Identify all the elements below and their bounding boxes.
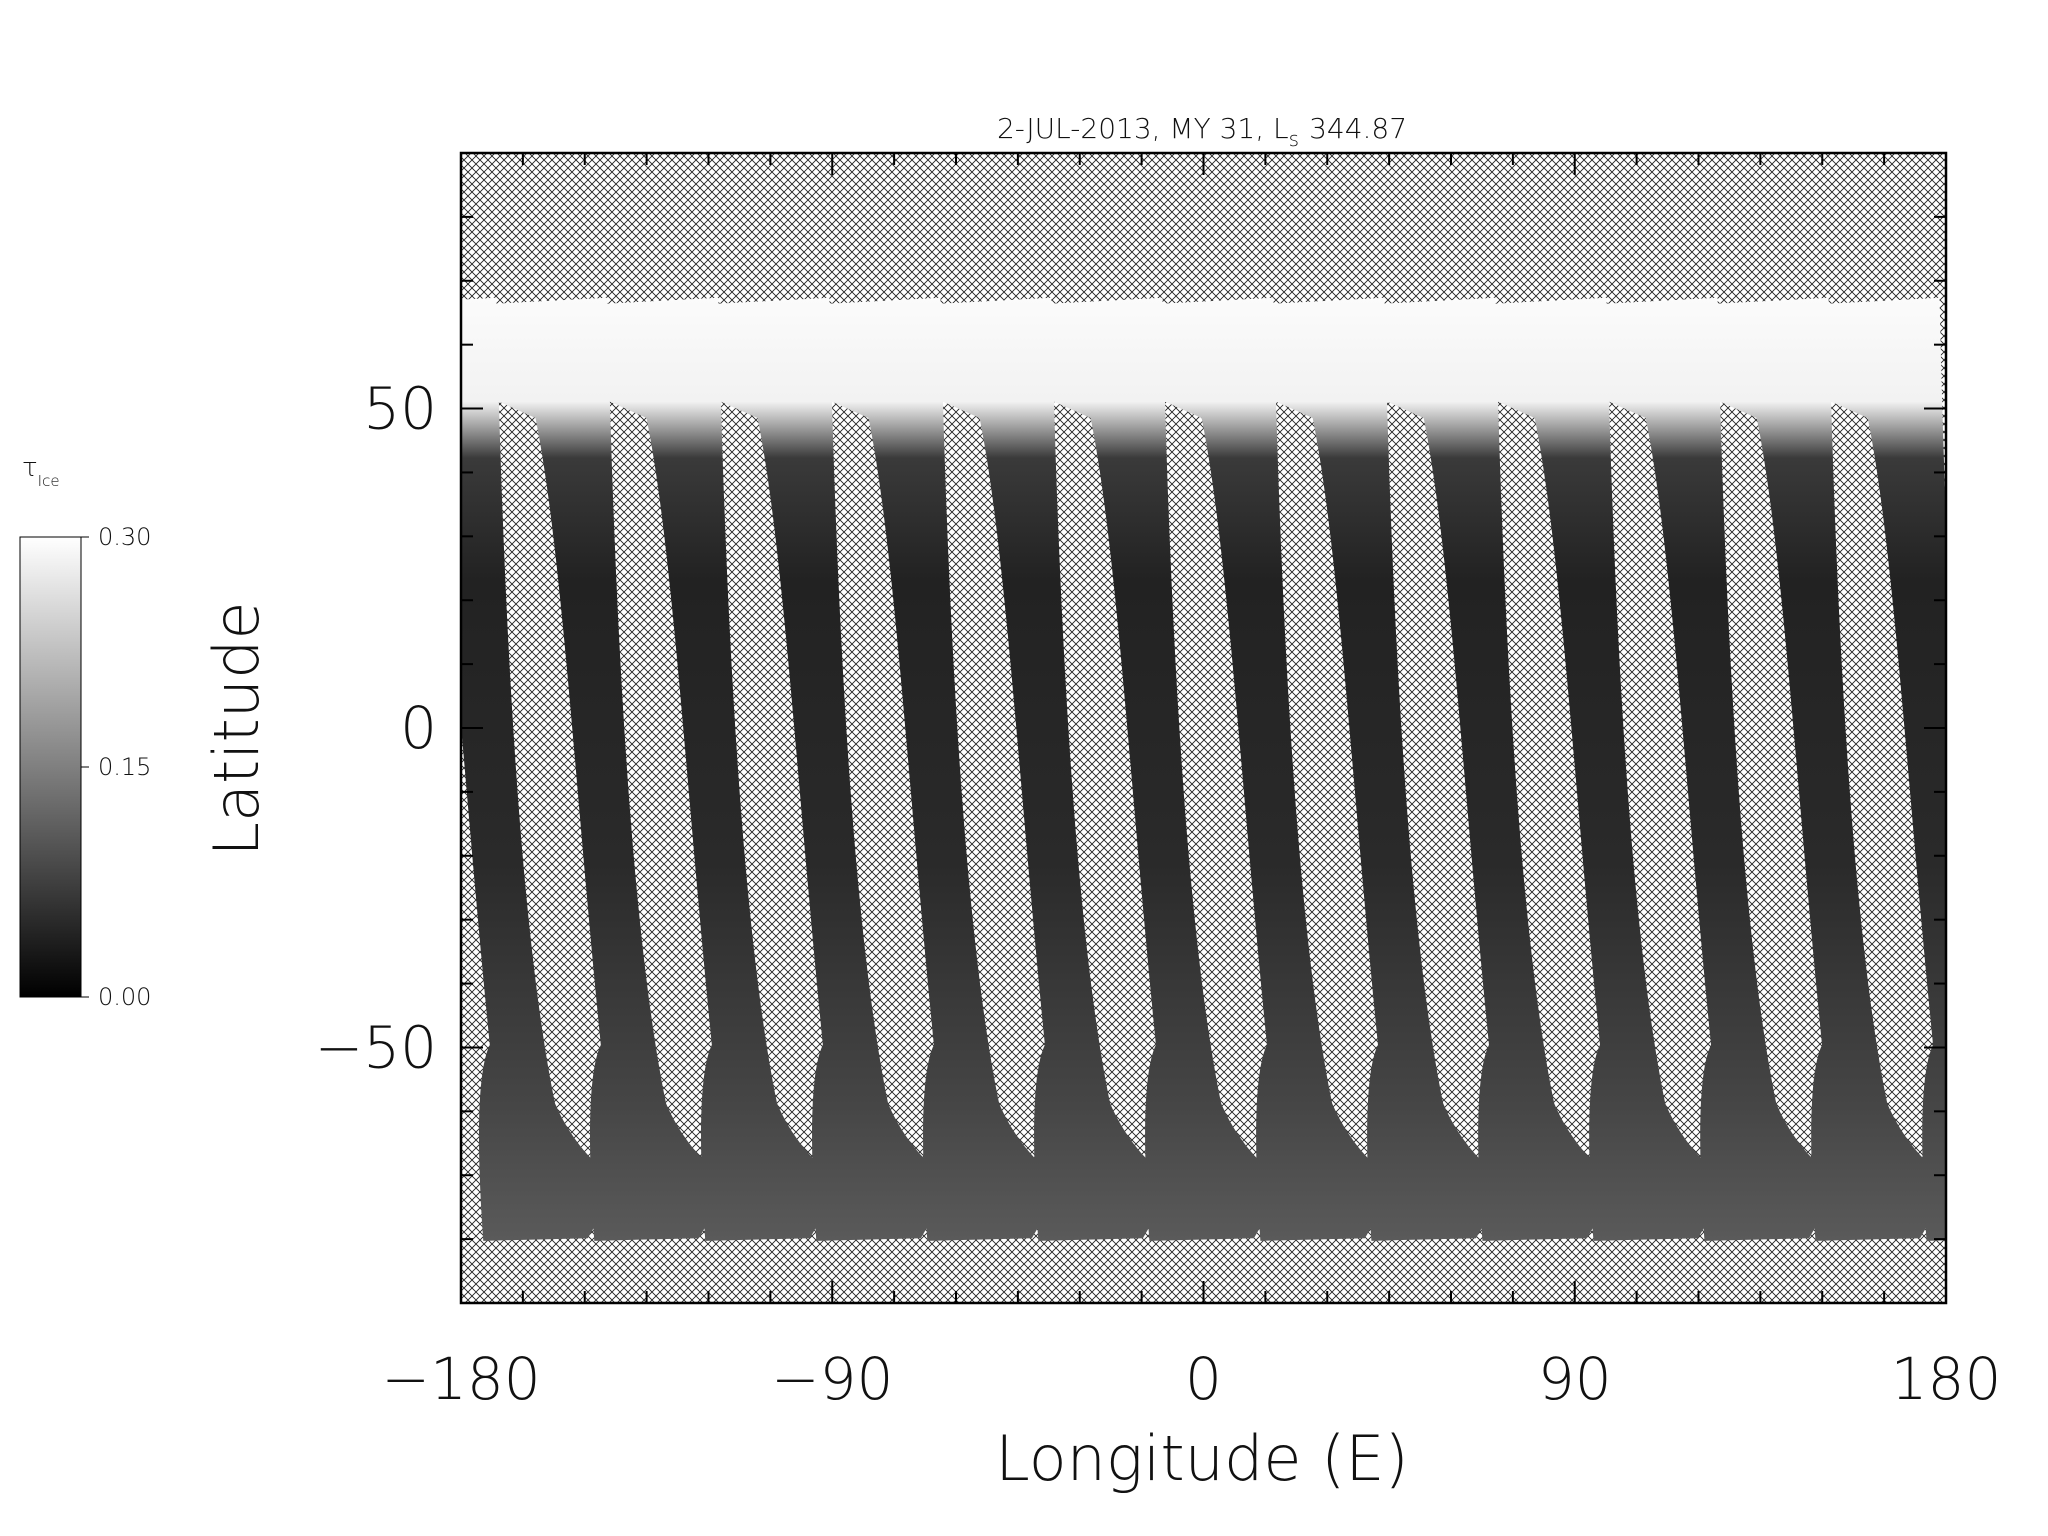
swath [1697, 297, 1947, 1241]
swaths [461, 297, 1947, 1241]
y-tick-label: 0 [400, 694, 437, 762]
swath [1142, 297, 1398, 1241]
y-axis-label: Latitude [200, 601, 273, 856]
colorbar-tick-label: 0.15 [98, 753, 151, 781]
swath [587, 297, 843, 1241]
axes: −180 −90 0 90 180 −50 0 50 [315, 153, 2002, 1413]
swath [461, 297, 621, 1241]
swath [476, 297, 732, 1241]
x-tick-label: 0 [1185, 1345, 1222, 1413]
colorbar-ticks: 0.00 0.15 0.30 [81, 523, 151, 1011]
y-tick-label: −50 [315, 1013, 437, 1081]
swath [1031, 297, 1287, 1241]
swath [1475, 297, 1731, 1241]
x-tick-label: −180 [381, 1345, 540, 1413]
x-tick-label: −90 [771, 1345, 893, 1413]
chart-title: 2-JUL-2013, MY 31, Ls 344.87 [997, 112, 1407, 151]
x-tick-label: 180 [1891, 1345, 2002, 1413]
colorbar-tick-label: 0.30 [98, 523, 151, 551]
colorbar-tick-label: 0.00 [98, 983, 151, 1011]
x-tick-label: 90 [1538, 1345, 1612, 1413]
colorbar [19, 536, 82, 998]
swath [1364, 297, 1620, 1241]
swath [1586, 297, 1842, 1241]
swath [1253, 297, 1509, 1241]
swath [698, 297, 954, 1241]
swath [1808, 297, 1947, 1241]
colorbar-label: τIce [22, 453, 60, 490]
swath [809, 297, 1065, 1241]
x-axis-label: Longitude (E) [995, 1422, 1408, 1495]
swath [920, 297, 1176, 1241]
y-tick-label: 50 [363, 375, 437, 443]
